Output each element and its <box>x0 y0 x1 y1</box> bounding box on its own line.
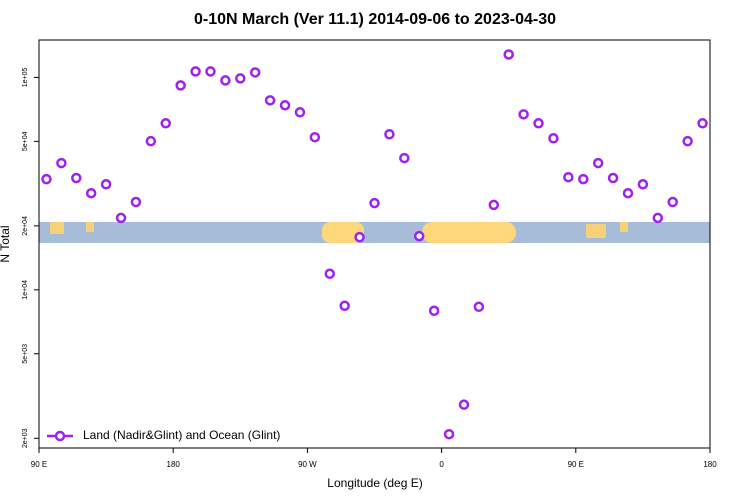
y-tick-label: 5e+03 <box>22 344 29 364</box>
point <box>324 268 336 280</box>
point <box>130 196 142 208</box>
point <box>220 75 231 86</box>
point <box>264 95 276 106</box>
point <box>339 300 350 312</box>
plot-frame <box>38 39 711 449</box>
point <box>578 173 589 185</box>
point <box>85 187 97 199</box>
point <box>488 199 500 211</box>
point <box>622 187 634 199</box>
point <box>458 399 470 410</box>
y-tick-label: 2e+03 <box>22 428 29 448</box>
x-tick-label: 180 <box>703 460 717 469</box>
point <box>563 171 574 183</box>
point <box>652 212 664 224</box>
x-tick-label: 180 <box>167 460 181 469</box>
point <box>100 179 112 190</box>
point <box>41 173 52 185</box>
y-tick-label: 1e+05 <box>22 67 29 87</box>
point <box>160 118 171 129</box>
x-tick-label: 90 W <box>298 460 317 469</box>
x-tick-label: 90 E <box>31 460 47 469</box>
point <box>533 118 544 129</box>
point <box>279 100 291 111</box>
point <box>443 428 455 440</box>
point <box>369 197 380 209</box>
point <box>413 230 425 242</box>
point <box>56 157 67 169</box>
y-tick-label: 1e+04 <box>22 280 29 300</box>
point <box>190 66 201 77</box>
point <box>518 109 529 120</box>
y-axis-label: N Total <box>0 225 12 262</box>
point <box>503 49 514 60</box>
point <box>249 67 261 78</box>
point <box>592 157 604 169</box>
point <box>384 128 395 140</box>
point <box>309 131 321 143</box>
point <box>354 231 365 243</box>
point <box>682 135 693 147</box>
x-tick-label: 0 <box>439 460 444 469</box>
point <box>637 179 649 190</box>
point <box>294 107 306 118</box>
y-tick-label: 5e+04 <box>22 131 29 151</box>
point <box>473 301 485 313</box>
point <box>428 305 440 316</box>
point <box>145 135 157 147</box>
point <box>115 212 127 224</box>
point <box>71 172 82 184</box>
x-axis-label: Longitude (deg E) <box>327 476 422 490</box>
point <box>175 80 186 91</box>
point <box>399 152 410 164</box>
map-band <box>39 222 710 243</box>
y-tick-label: 2e+04 <box>22 216 29 236</box>
point <box>667 196 678 208</box>
point <box>697 118 708 129</box>
point <box>548 133 559 144</box>
point <box>607 172 619 184</box>
point <box>235 73 246 84</box>
legend-marker <box>54 430 66 442</box>
x-tick-label: 90 E <box>568 460 584 469</box>
chart-title: 0-10N March (Ver 11.1) 2014-09-06 to 202… <box>194 11 556 28</box>
point <box>205 66 216 77</box>
legend-label: Land (Nadir&Glint) and Ocean (Glint) <box>83 428 280 442</box>
